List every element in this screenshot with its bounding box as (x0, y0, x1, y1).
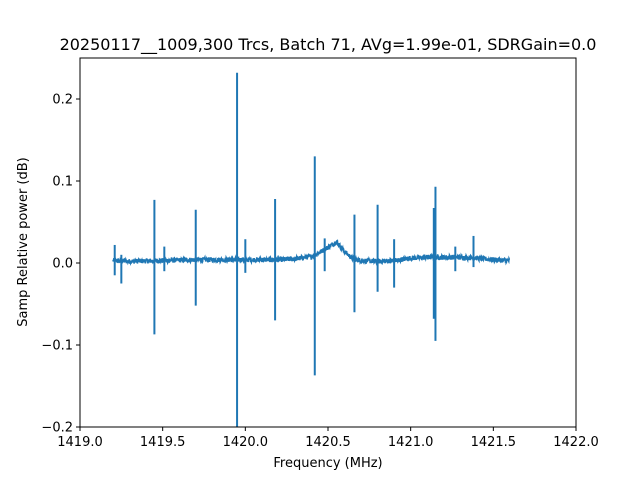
y-axis: −0.2 −0.1 0.0 0.1 0.2 (41, 93, 80, 436)
y-tick-label: −0.2 (41, 421, 73, 436)
x-tick-label: 1420.5 (305, 435, 351, 450)
x-tick-label: 1422.0 (553, 435, 599, 450)
chart-title: 20250117__1009,300 Trcs, Batch 71, AVg=1… (60, 35, 597, 55)
x-axis-label: Frequency (MHz) (273, 456, 382, 471)
y-tick-label: −0.1 (41, 339, 73, 354)
series-line (112, 239, 511, 266)
x-axis: 1419.0 1419.5 1420.0 1420.5 1421.0 1421.5 1422… (57, 427, 599, 450)
y-tick-label: 0.0 (52, 257, 73, 272)
y-tick-label: 0.2 (52, 93, 73, 108)
x-tick-label: 1419.5 (140, 435, 186, 450)
x-tick-label: 1421.5 (471, 435, 517, 450)
y-tick-label: 0.1 (52, 175, 73, 190)
y-axis-label: Samp Relative power (dB) (16, 157, 31, 326)
x-tick-label: 1419.0 (57, 435, 103, 450)
x-tick-label: 1421.0 (388, 435, 434, 450)
plot-area (112, 72, 511, 427)
x-tick-label: 1420.0 (223, 435, 269, 450)
